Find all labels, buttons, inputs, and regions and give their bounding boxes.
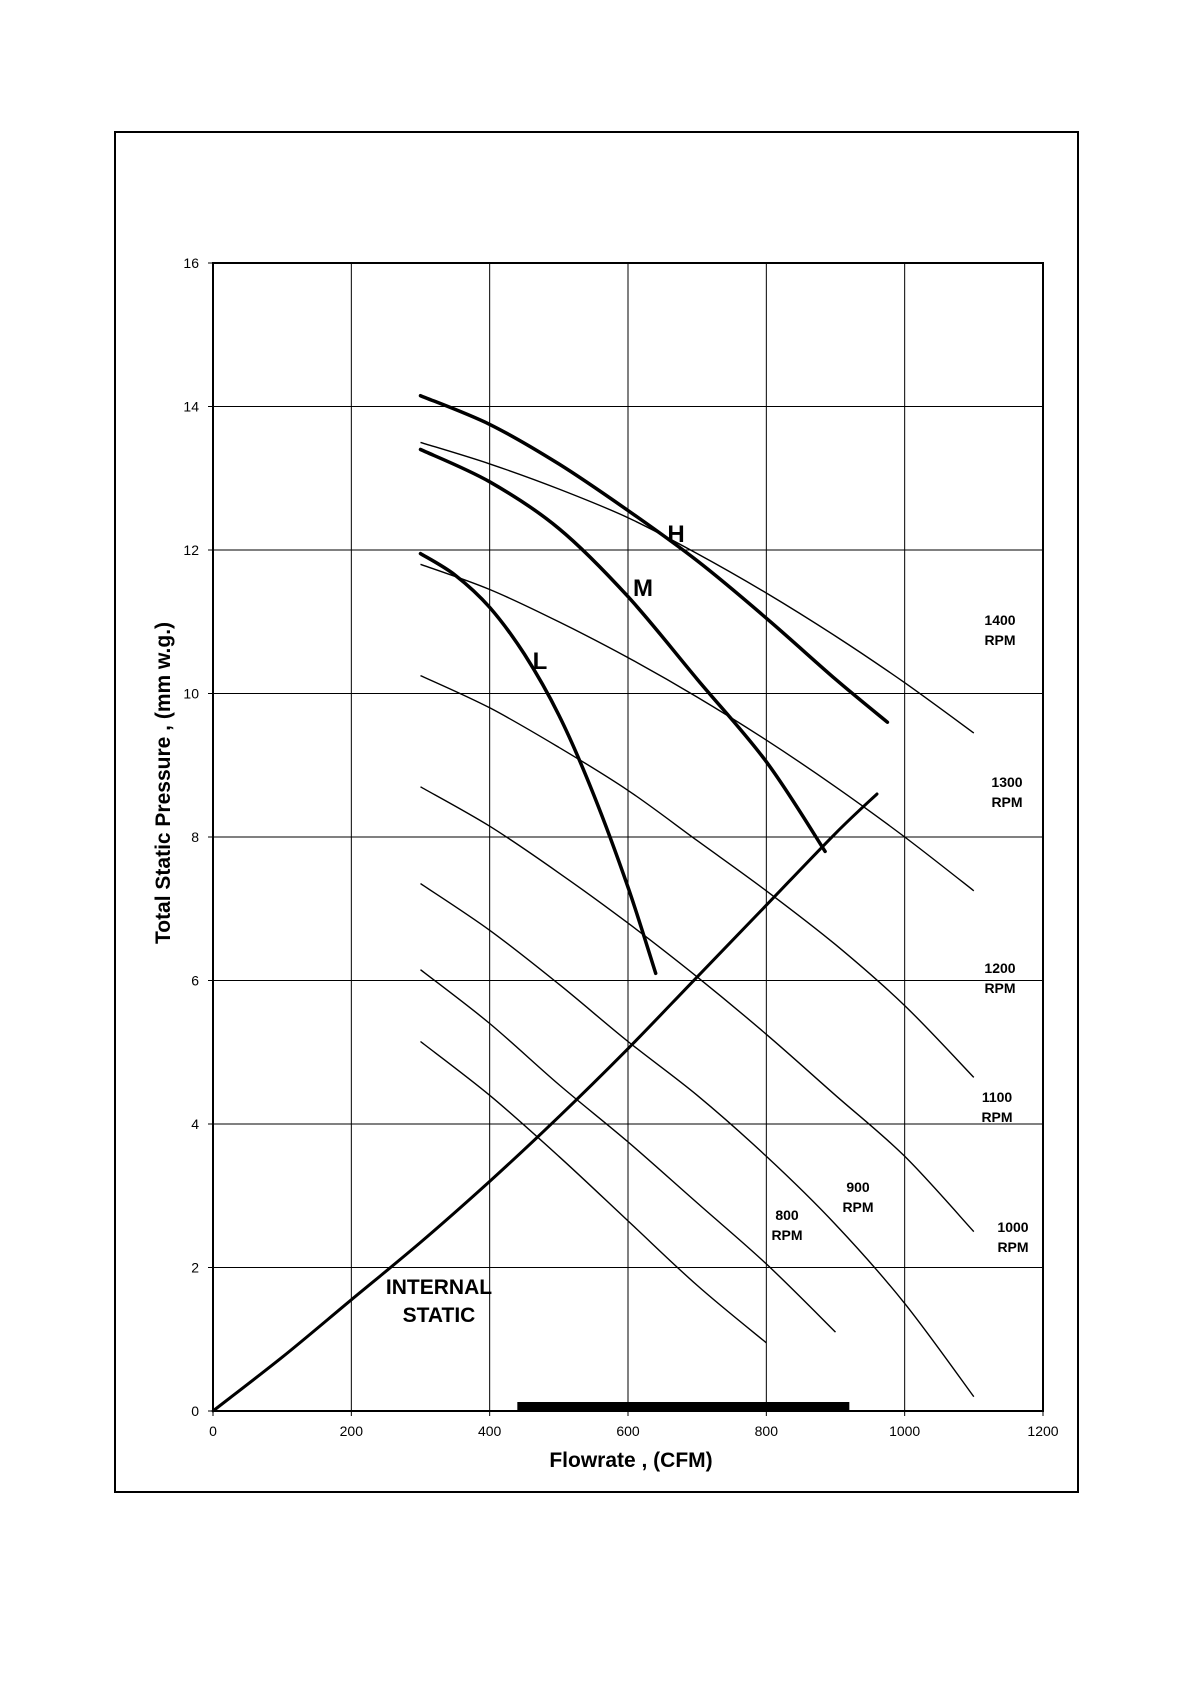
y-tick-label: 12 (183, 542, 199, 558)
y-axis-label: Total Static Pressure , (mm w.g.) (152, 622, 175, 944)
speed-curve-L (418, 551, 658, 976)
rpm-curve-1300 (420, 563, 975, 892)
speed-label-L: L (533, 648, 548, 675)
rpm-curve-1000 (420, 883, 975, 1398)
y-tick-label: 6 (191, 973, 199, 989)
rpm-label-800: RPM (771, 1227, 802, 1243)
rpm-label-800: 800 (775, 1207, 799, 1223)
rpm-label-1400: 1400 (984, 612, 1015, 628)
rpm-label-900: RPM (842, 1199, 873, 1215)
rpm-label-1000: 1000 (997, 1219, 1028, 1235)
rpm-label-1100: RPM (981, 1109, 1012, 1125)
rpm-label-1200: 1200 (984, 960, 1015, 976)
rpm-label-1000: RPM (997, 1239, 1028, 1255)
internal-static-curve (211, 792, 879, 1413)
rpm-label-900: 900 (846, 1179, 870, 1195)
speed-label-H: H (667, 521, 684, 548)
y-tick-label: 2 (191, 1260, 199, 1276)
x-tick-label: 1200 (1027, 1423, 1058, 1439)
axis-ticks: 0 200 400 600 800 1000 1200 0 2 4 6 8 10 12 14 16 (183, 255, 1058, 1439)
internal-static-label: INTERNAL (386, 1276, 492, 1299)
operating-range-bar (517, 1402, 850, 1410)
rpm-label-1300: 1300 (991, 774, 1022, 790)
x-tick-label: 600 (616, 1423, 640, 1439)
fan-performance-chart: 0 200 400 600 800 1000 1200 0 2 4 6 8 10 12 14 16 800 RP… (152, 255, 1059, 1472)
y-tick-label: 0 (191, 1403, 199, 1419)
grid (208, 262, 1044, 1416)
speed-curve-H (418, 393, 890, 724)
y-tick-label: 14 (183, 399, 199, 415)
rpm-curve-800 (420, 1040, 767, 1344)
chart-frame: 0 200 400 600 800 1000 1200 0 2 4 6 8 10 12 14 16 800 RP… (114, 131, 1079, 1493)
x-tick-label: 1000 (889, 1423, 920, 1439)
x-tick-label: 800 (755, 1423, 779, 1439)
curve-labels: 800 RPM 900 RPM 1000 RPM 1100 RPM 1200 RPM 1300 RPM… (386, 521, 1029, 1327)
rpm-label-1400: RPM (984, 632, 1015, 648)
y-tick-label: 4 (191, 1116, 199, 1132)
curves (211, 393, 975, 1413)
rpm-label-1100: 1100 (982, 1089, 1013, 1105)
x-tick-label: 200 (340, 1423, 364, 1439)
rpm-label-1200: RPM (984, 980, 1015, 996)
x-axis-label: Flowrate , (CFM) (549, 1449, 712, 1472)
rpm-curve-900 (420, 969, 836, 1333)
x-tick-label: 400 (478, 1423, 502, 1439)
rpm-curve-1400 (420, 441, 975, 734)
speed-label-M: M (633, 575, 653, 602)
rpm-curve-1100 (420, 786, 975, 1233)
y-tick-label: 16 (183, 255, 199, 271)
rpm-label-1300: RPM (991, 794, 1022, 810)
y-tick-label: 8 (191, 829, 199, 845)
x-tick-label: 0 (209, 1423, 217, 1439)
y-tick-label: 10 (183, 686, 199, 702)
internal-static-label: STATIC (403, 1304, 476, 1327)
rpm-curve-1200 (420, 674, 975, 1078)
speed-curve-M (418, 447, 827, 854)
